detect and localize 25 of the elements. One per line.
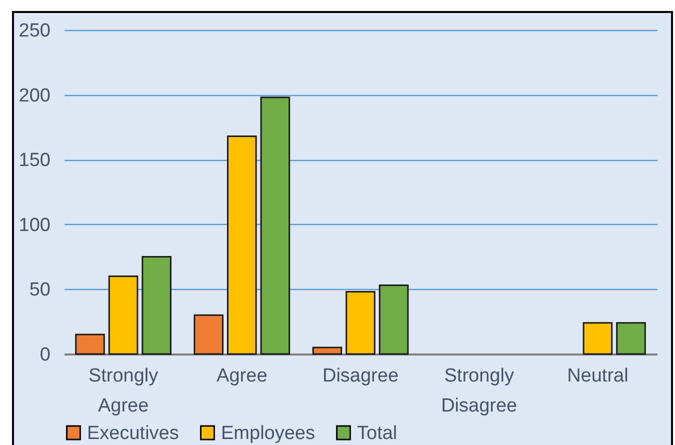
x-tick-label: Strongly Disagree bbox=[441, 366, 518, 416]
y-tick-label: 250 bbox=[18, 20, 50, 42]
bar bbox=[194, 314, 224, 355]
y-tick-label: 0 bbox=[40, 344, 50, 366]
bar bbox=[346, 291, 376, 355]
x-tick-label: Agree bbox=[216, 366, 268, 386]
x-tick-label: Disagree bbox=[322, 366, 399, 386]
legend-label: Executives bbox=[87, 422, 179, 444]
bar bbox=[312, 346, 342, 355]
x-tick-label: Strongly Agree bbox=[88, 366, 159, 416]
bar bbox=[260, 96, 290, 355]
y-tick-label: 150 bbox=[18, 150, 50, 172]
y-tick-label: 200 bbox=[18, 85, 50, 106]
y-tick-label: 100 bbox=[18, 214, 50, 236]
bar bbox=[227, 136, 257, 355]
legend-label: Employees bbox=[221, 422, 315, 444]
y-tick-label: 50 bbox=[29, 280, 50, 301]
bar bbox=[75, 334, 105, 355]
legend-label: Total bbox=[357, 422, 398, 444]
bar bbox=[582, 322, 613, 355]
bar bbox=[378, 284, 409, 355]
bar bbox=[108, 275, 138, 355]
bar bbox=[142, 256, 172, 355]
bar bbox=[616, 322, 646, 355]
x-tick-label: Neutral bbox=[567, 366, 628, 386]
